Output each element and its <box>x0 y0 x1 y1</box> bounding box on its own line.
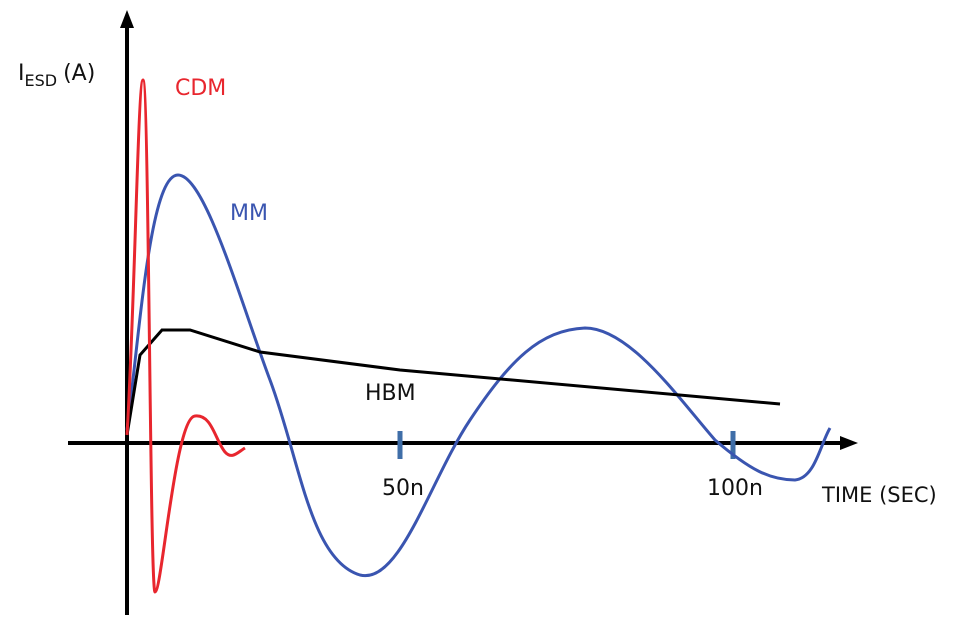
x-tick-label: 100n <box>707 476 763 501</box>
cdm-label: CDM <box>175 76 226 101</box>
hbm-curve <box>125 328 781 436</box>
hbm-label: HBM <box>365 381 416 406</box>
x-axis-label: TIME (SEC) <box>821 483 937 507</box>
y-axis-subscript: ESD <box>25 71 58 90</box>
y-axis-unit: (A) <box>63 61 95 86</box>
y-axis-arrow <box>120 10 134 28</box>
y-axis-symbol: I <box>18 61 25 86</box>
mm-label: MM <box>230 201 268 226</box>
cdm-curve <box>125 78 246 594</box>
mm-curve <box>125 173 832 578</box>
x-tick-label: 50n <box>382 476 424 501</box>
y-axis-label: IESD (A) <box>18 61 95 90</box>
x-axis-arrow <box>840 436 858 450</box>
